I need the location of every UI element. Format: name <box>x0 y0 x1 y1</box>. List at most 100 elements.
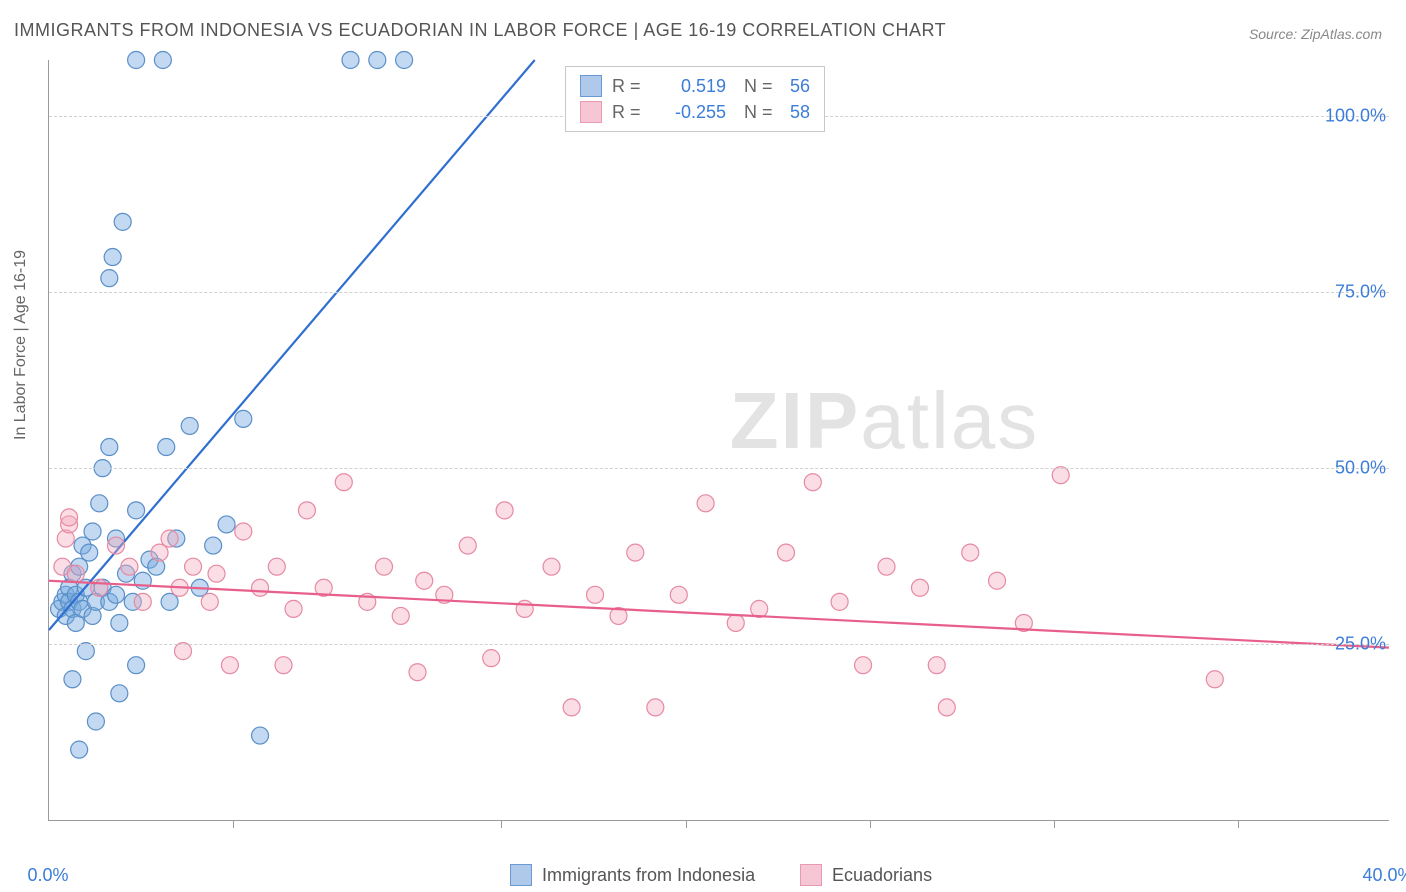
y-tick-label: 75.0% <box>1335 282 1386 303</box>
data-point <box>91 579 108 596</box>
data-point <box>727 614 744 631</box>
data-point <box>114 213 131 230</box>
data-point <box>128 657 145 674</box>
data-point <box>647 699 664 716</box>
data-point <box>563 699 580 716</box>
x-tick-mark <box>1054 820 1055 828</box>
data-point <box>235 410 252 427</box>
data-point <box>134 593 151 610</box>
data-point <box>91 495 108 512</box>
data-point <box>416 572 433 589</box>
data-point <box>376 558 393 575</box>
r-value-pink: -0.255 <box>656 102 726 123</box>
swatch-pink <box>580 101 602 123</box>
data-point <box>778 544 795 561</box>
data-point <box>185 558 202 575</box>
data-point <box>275 657 292 674</box>
swatch-pink <box>800 864 822 886</box>
swatch-blue <box>580 75 602 97</box>
data-point <box>101 270 118 287</box>
data-point <box>409 664 426 681</box>
data-point <box>61 509 78 526</box>
data-point <box>84 523 101 540</box>
data-point <box>77 643 94 660</box>
data-point <box>938 699 955 716</box>
r-label: R = <box>612 102 646 123</box>
data-point <box>878 558 895 575</box>
data-point <box>928 657 945 674</box>
data-point <box>87 713 104 730</box>
data-point <box>205 537 222 554</box>
data-point <box>252 727 269 744</box>
data-point <box>218 516 235 533</box>
data-point <box>543 558 560 575</box>
y-tick-label: 50.0% <box>1335 458 1386 479</box>
data-point <box>235 523 252 540</box>
data-point <box>154 52 171 69</box>
x-tick-mark <box>686 820 687 828</box>
data-point <box>1206 671 1223 688</box>
scatter-svg <box>49 60 1389 820</box>
n-value-blue: 56 <box>790 76 810 97</box>
n-label: N = <box>744 76 780 97</box>
data-point <box>104 249 121 266</box>
data-point <box>161 530 178 547</box>
data-point <box>697 495 714 512</box>
data-point <box>962 544 979 561</box>
data-point <box>64 671 81 688</box>
y-tick-label: 100.0% <box>1325 106 1386 127</box>
data-point <box>396 52 413 69</box>
plot-area: ZIPatlas <box>48 60 1389 821</box>
y-tick-label: 25.0% <box>1335 634 1386 655</box>
data-point <box>111 685 128 702</box>
data-point <box>459 537 476 554</box>
data-point <box>128 502 145 519</box>
data-point <box>108 537 125 554</box>
data-point <box>342 52 359 69</box>
data-point <box>175 643 192 660</box>
x-tick-mark <box>233 820 234 828</box>
legend-row-pink: R = -0.255 N = 58 <box>580 99 810 125</box>
data-point <box>201 593 218 610</box>
legend-correlation-box: R = 0.519 N = 56 R = -0.255 N = 58 <box>565 66 825 132</box>
swatch-blue <box>510 864 532 886</box>
data-point <box>111 614 128 631</box>
data-point <box>128 52 145 69</box>
data-point <box>101 439 118 456</box>
data-point <box>208 565 225 582</box>
data-point <box>221 657 238 674</box>
data-point <box>252 579 269 596</box>
r-label: R = <box>612 76 646 97</box>
trend-line <box>49 581 1389 648</box>
data-point <box>67 565 84 582</box>
y-axis-label: In Labor Force | Age 16-19 <box>12 250 30 440</box>
n-value-pink: 58 <box>790 102 810 123</box>
data-point <box>912 579 929 596</box>
x-tick-mark <box>870 820 871 828</box>
x-tick-label: 0.0% <box>27 865 68 886</box>
legend-label: Ecuadorians <box>832 865 932 886</box>
data-point <box>298 502 315 519</box>
data-point <box>121 558 138 575</box>
data-point <box>587 586 604 603</box>
chart-title: IMMIGRANTS FROM INDONESIA VS ECUADORIAN … <box>14 20 946 41</box>
data-point <box>496 502 513 519</box>
data-point <box>151 544 168 561</box>
data-point <box>855 657 872 674</box>
data-point <box>369 52 386 69</box>
data-point <box>804 474 821 491</box>
data-point <box>670 586 687 603</box>
data-point <box>627 544 644 561</box>
n-label: N = <box>744 102 780 123</box>
data-point <box>335 474 352 491</box>
data-point <box>108 586 125 603</box>
data-point <box>516 600 533 617</box>
source-label: Source: ZipAtlas.com <box>1249 26 1382 42</box>
gridline-h <box>49 292 1389 293</box>
data-point <box>161 593 178 610</box>
legend-label: Immigrants from Indonesia <box>542 865 755 886</box>
data-point <box>989 572 1006 589</box>
gridline-h <box>49 468 1389 469</box>
data-point <box>268 558 285 575</box>
data-point <box>181 417 198 434</box>
